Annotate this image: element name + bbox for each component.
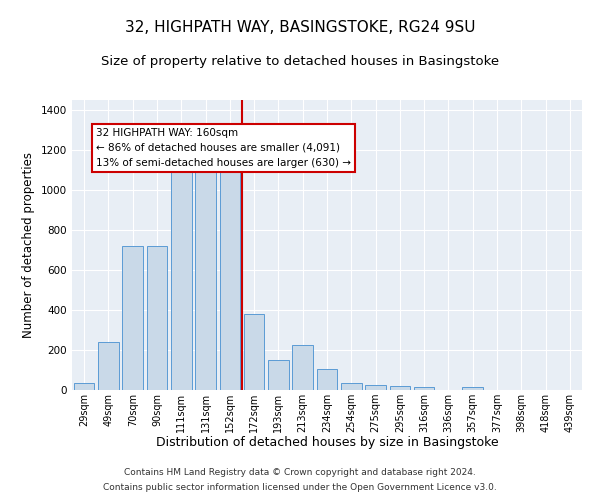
Text: 32 HIGHPATH WAY: 160sqm
← 86% of detached houses are smaller (4,091)
13% of semi: 32 HIGHPATH WAY: 160sqm ← 86% of detache… [96,128,351,168]
Bar [171,168,191,390]
Bar [317,369,337,390]
Bar [341,383,362,390]
Bar [244,314,265,390]
Bar [195,166,216,390]
Bar [122,246,143,390]
Text: Contains public sector information licensed under the Open Government Licence v3: Contains public sector information licen… [103,483,497,492]
Text: Size of property relative to detached houses in Basingstoke: Size of property relative to detached ho… [101,55,499,68]
Bar [389,386,410,390]
Bar [98,342,119,390]
Bar [268,360,289,390]
Bar [220,166,240,390]
Text: 32, HIGHPATH WAY, BASINGSTOKE, RG24 9SU: 32, HIGHPATH WAY, BASINGSTOKE, RG24 9SU [125,20,475,35]
Bar [414,387,434,390]
Text: Contains HM Land Registry data © Crown copyright and database right 2024.: Contains HM Land Registry data © Crown c… [124,468,476,477]
Y-axis label: Number of detached properties: Number of detached properties [22,152,35,338]
Text: Distribution of detached houses by size in Basingstoke: Distribution of detached houses by size … [155,436,499,449]
Bar [146,246,167,390]
Bar [463,387,483,390]
Bar [292,345,313,390]
Bar [365,385,386,390]
Bar [74,383,94,390]
